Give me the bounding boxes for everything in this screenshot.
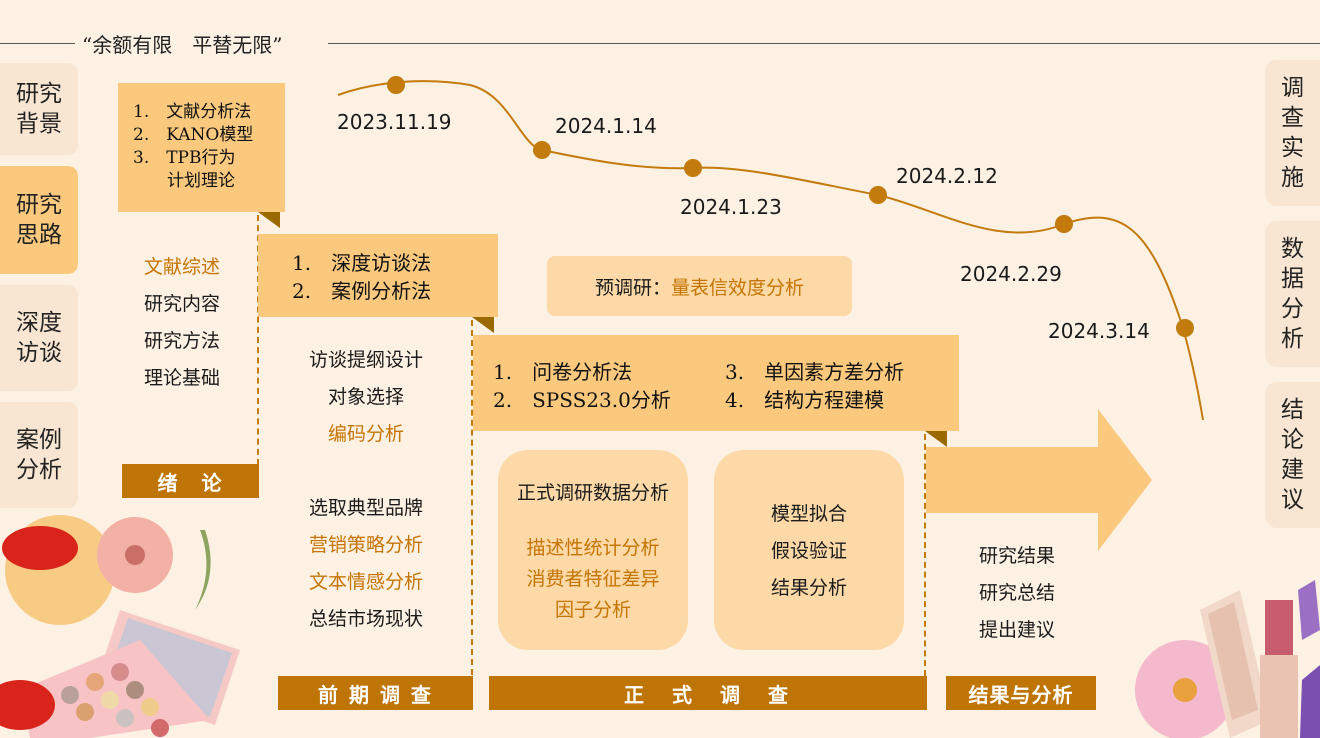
timeline-date: 2024.3.14	[1048, 319, 1150, 343]
stage3-box2-item: 结果分析	[770, 577, 847, 599]
stage2-items-bottom: 选取典型品牌 营销策略分析 文本情感分析 总结市场现状	[290, 490, 442, 638]
arrow-right-icon	[926, 409, 1152, 551]
slogan: “余额有限 平替无限”	[82, 33, 283, 57]
header-rule-left	[0, 43, 75, 44]
timeline-date: 2024.1.14	[555, 114, 657, 138]
stage3-box1-title: 正式调研数据分析	[516, 482, 669, 504]
stage2-items-top: 访谈提纲设计 对象选择 编码分析	[290, 342, 442, 453]
timeline-node-5	[1055, 215, 1073, 233]
stage1-item: 研究内容	[143, 293, 220, 315]
stage4-items: 研究结果 研究总结 提出建议	[957, 538, 1077, 649]
stage3-box2-item: 假设验证	[770, 540, 847, 562]
stage2-item: 选取典型品牌	[308, 497, 423, 519]
stage1-item: 文献综述	[143, 256, 220, 278]
stage1-methods-box: 1. 文献分析法 2. KANO模型 3. TPB行为 计划理论	[118, 83, 285, 212]
tab-conclusion-suggestion[interactable]: 结论建议	[1265, 382, 1320, 528]
stage4-item: 研究总结	[978, 582, 1055, 604]
tab-survey-implementation[interactable]: 调查实施	[1265, 60, 1320, 206]
timeline-node-2	[533, 141, 551, 159]
tab-case-analysis[interactable]: 案例分析	[0, 402, 78, 508]
stage2-item: 编码分析	[327, 423, 404, 445]
stage3-model-box: 模型拟合 假设验证 结果分析	[714, 450, 904, 650]
stage3-box1-item: 描述性统计分析	[526, 537, 660, 559]
stage2-item: 总结市场现状	[308, 608, 423, 630]
stage2-item: 对象选择	[327, 386, 404, 408]
stage1-item: 研究方法	[143, 330, 220, 352]
stage2-item: 文本情感分析	[308, 571, 423, 593]
stage3-dashed-line	[924, 434, 926, 676]
pretest-highlight: 量表信效度分析	[671, 276, 805, 299]
stage2-bar: 前 期 调 查	[278, 676, 473, 710]
stage1-bar: 绪 论	[122, 464, 259, 498]
pretest-box: 预调研： 量表信效度分析	[547, 256, 852, 316]
timeline-date: 2024.1.23	[680, 195, 782, 219]
timeline-node-3	[684, 159, 702, 177]
timeline-node-4	[869, 186, 887, 204]
timeline-date: 2024.2.12	[896, 164, 998, 188]
stage3-data-analysis-box: 正式调研数据分析 描述性统计分析 消费者特征差异 因子分析	[498, 450, 688, 650]
stage3-box1-item: 因子分析	[554, 599, 631, 621]
stage4-item: 提出建议	[978, 619, 1055, 641]
stage3-methods-box: 1. 问卷分析法 2. SPSS23.0分析 3. 单因素方差分析 4. 结构方…	[473, 335, 959, 431]
tab-research-approach[interactable]: 研究思路	[0, 166, 78, 274]
stage1-dashed-line	[257, 215, 259, 465]
tab-data-analysis[interactable]: 数据分析	[1265, 221, 1320, 367]
stage1-items: 文献综述 研究内容 研究方法 理论基础	[122, 249, 242, 397]
stage3-corner-fold	[925, 431, 947, 447]
lipstick-illustration	[1135, 580, 1320, 738]
stage2-methods-box: 1. 深度访谈法 2. 案例分析法	[258, 234, 498, 317]
timeline-node-6	[1176, 319, 1194, 337]
pretest-label: 预调研：	[594, 276, 671, 299]
stage3-bar: 正 式 调 查	[489, 676, 927, 710]
stage3-box1-item: 消费者特征差异	[526, 568, 660, 590]
makeup-palette-illustration	[0, 515, 240, 738]
header-rule-right	[328, 43, 1320, 44]
stage2-item: 营销策略分析	[308, 534, 423, 556]
stage4-item: 研究结果	[978, 545, 1055, 567]
tab-in-depth-interview[interactable]: 深度访谈	[0, 285, 78, 391]
stage1-corner-fold	[258, 212, 280, 228]
timeline-node-1	[387, 76, 405, 94]
tab-research-background[interactable]: 研究背景	[0, 63, 78, 155]
timeline-date: 2023.11.19	[337, 110, 452, 134]
stage3-box2-item: 模型拟合	[770, 503, 847, 525]
stage2-corner-fold	[472, 317, 494, 333]
stage2-dashed-line	[471, 320, 473, 675]
stage4-bar: 结果与分析	[946, 676, 1096, 710]
stage1-item: 理论基础	[143, 367, 220, 389]
timeline-date: 2024.2.29	[960, 262, 1062, 286]
stage2-item: 访谈提纲设计	[308, 349, 423, 371]
